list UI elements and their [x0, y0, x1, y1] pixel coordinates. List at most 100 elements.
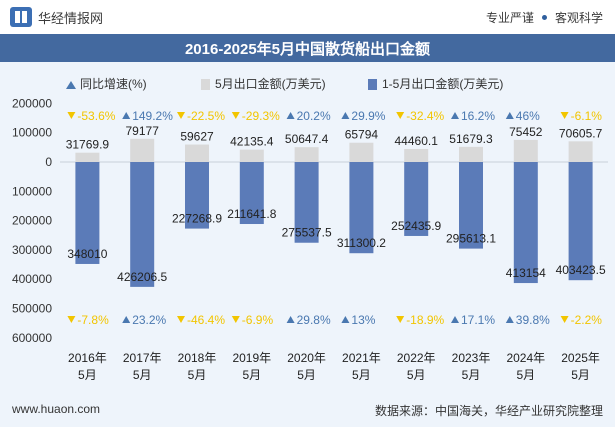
y-tick-label: 100000: [12, 184, 52, 198]
x-tick-label-line: 2017年: [123, 351, 162, 365]
y-tick-label: 200000: [12, 96, 52, 110]
yoy-cumulative-label: 39.8%: [516, 313, 550, 327]
data-label-cumulative: 413154: [506, 266, 546, 280]
yoy-monthly-label: 20.2%: [297, 109, 331, 123]
bar-monthly: [459, 146, 483, 162]
yoy-down-triangle-icon: [67, 316, 76, 323]
x-tick-label: 2016年 5月: [68, 351, 107, 382]
footer: www.huaon.com 数据来源：中国海关，华经产业研究院整理: [0, 393, 615, 427]
x-tick-label: 2018年 5月: [178, 351, 217, 382]
data-label-monthly: 79177: [126, 124, 160, 138]
yoy-down-triangle-icon: [560, 112, 569, 119]
data-label-cumulative: 275537.5: [282, 226, 332, 240]
bar-cumulative: [459, 162, 483, 249]
x-tick-label-line: 2020年: [287, 351, 326, 365]
yoy-up-triangle-icon: [505, 316, 514, 323]
bar-monthly: [239, 149, 264, 162]
bar-monthly: [75, 152, 100, 162]
brand-logo[interactable]: 华经情报网: [10, 7, 103, 27]
bar-cumulative: [568, 162, 593, 281]
x-tick-label: 2019年 5月: [232, 351, 271, 382]
yoy-cumulative-label: -7.8%: [77, 313, 109, 327]
x-tick-label: 2022年 5月: [397, 351, 436, 382]
yoy-monthly-label: 46%: [516, 109, 540, 123]
separator-dot-icon: [541, 15, 547, 20]
yoy-up-triangle-icon: [286, 112, 295, 119]
x-tick-label-line: 5月: [78, 368, 97, 382]
x-tick-label-line: 5月: [242, 368, 261, 382]
bar-cumulative: [404, 162, 429, 236]
yoy-monthly-label: -22.5%: [187, 109, 225, 123]
y-tick-label: 100000: [12, 126, 52, 140]
y-tick-label: 300000: [12, 243, 52, 257]
data-label-cumulative: 348010: [67, 247, 107, 261]
yoy-monthly-label: -53.6%: [77, 109, 115, 123]
data-label-cumulative: 311300.2: [337, 236, 386, 250]
x-tick-label-line: 2021年: [342, 351, 381, 365]
x-tick-label-line: 5月: [516, 368, 535, 382]
data-label-monthly: 59627: [180, 130, 214, 144]
legend-label: 1-5月出口金额(万美元): [382, 76, 503, 91]
x-tick-label: 2017年 5月: [123, 351, 162, 382]
y-tick-label: 0: [45, 155, 52, 169]
data-label-monthly: 75452: [509, 125, 543, 139]
data-label-monthly: 42135.4: [230, 135, 274, 149]
y-tick-label: 500000: [12, 302, 52, 316]
x-tick-label: 2020年 5月: [287, 351, 326, 382]
x-tick-label-line: 5月: [133, 368, 152, 382]
yoy-up-triangle-icon: [341, 112, 350, 119]
bar-monthly: [294, 147, 319, 162]
bar-cumulative: [185, 162, 209, 229]
yoy-up-triangle-icon: [286, 316, 295, 323]
data-label-cumulative: 403423.5: [556, 263, 606, 277]
bar-cumulative: [239, 162, 264, 225]
x-tick-label-line: 5月: [462, 368, 481, 382]
x-tick-label-line: 5月: [407, 368, 426, 382]
x-tick-label: 2025年 5月: [561, 351, 600, 382]
bar-monthly: [349, 142, 374, 162]
data-label-cumulative: 426206.5: [117, 270, 167, 284]
bar-cumulative: [349, 162, 374, 254]
x-tick-label-line: 2019年: [232, 351, 271, 365]
legend-label: 5月出口金额(万美元): [215, 76, 326, 91]
x-tick-label-line: 5月: [571, 368, 590, 382]
yoy-up-triangle-icon: [122, 112, 131, 119]
yoy-up-triangle-icon: [341, 316, 350, 323]
yoy-down-triangle-icon: [177, 112, 185, 119]
yoy-monthly-label: -32.4%: [406, 109, 444, 123]
x-tick-label-line: 5月: [352, 368, 371, 382]
data-label-monthly: 50647.4: [285, 132, 329, 146]
yoy-monthly-label: 16.2%: [461, 109, 495, 123]
data-label-cumulative: 295613.1: [446, 232, 496, 246]
yoy-down-triangle-icon: [396, 316, 405, 323]
x-tick-label: 2021年 5月: [342, 351, 381, 382]
legend-swatch: [368, 79, 377, 90]
yoy-up-triangle-icon: [451, 316, 459, 323]
legend-swatch: [201, 79, 210, 90]
x-tick-label-line: 2025年: [561, 351, 600, 365]
y-tick-label: 400000: [12, 272, 52, 286]
chart-title: 2016-2025年5月中国散货船出口金额: [184, 41, 431, 58]
data-label-monthly: 51679.3: [449, 132, 493, 146]
yoy-monthly-label: -29.3%: [242, 109, 280, 123]
bar-monthly: [568, 141, 593, 162]
data-label-monthly: 31769.9: [66, 138, 110, 152]
logo-icon: [10, 7, 32, 27]
bar-monthly: [130, 138, 155, 162]
x-tick-label-line: 2016年: [68, 351, 107, 365]
yoy-down-triangle-icon: [231, 316, 240, 323]
x-tick-label-line: 5月: [188, 368, 207, 382]
yoy-cumulative-label: 13%: [351, 313, 375, 327]
data-label-monthly: 70605.7: [559, 126, 603, 140]
x-tick-label: 2023年 5月: [452, 351, 491, 382]
yoy-down-triangle-icon: [560, 316, 569, 323]
yoy-down-triangle-icon: [231, 112, 240, 119]
bar-cumulative: [75, 162, 100, 264]
website-link[interactable]: www.huaon.com: [12, 402, 101, 416]
brand-name: 华经情报网: [38, 10, 104, 26]
bar-cumulative: [130, 162, 155, 287]
yoy-cumulative-label: -46.4%: [187, 313, 225, 327]
bar-monthly: [513, 139, 538, 162]
x-tick-label-line: 2022年: [397, 351, 436, 365]
yoy-monthly-label: 149.2%: [132, 109, 173, 123]
